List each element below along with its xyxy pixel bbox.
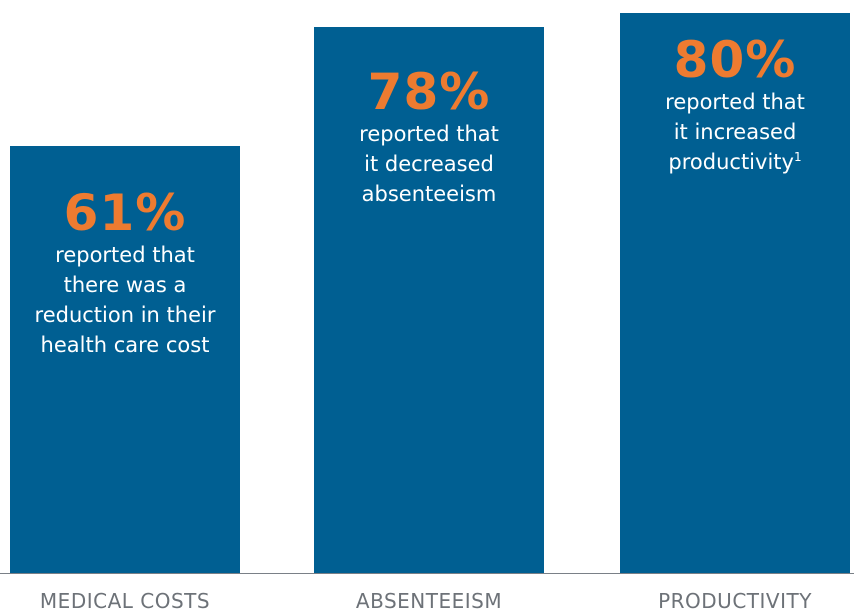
x-axis-baseline — [0, 573, 854, 574]
data-label: 80% — [673, 31, 797, 89]
bar-productivity: 80% reported that it increased productivi… — [620, 13, 850, 573]
data-label: 61% — [63, 184, 187, 242]
x-tick-label: MEDICAL COSTS — [39, 589, 211, 613]
data-label: 78% — [367, 63, 491, 121]
bar-description: reported that it increased productivity1 — [620, 87, 850, 177]
bar-annotation: 80% reported that it increased productivi… — [620, 33, 850, 177]
bar-absenteeism: 78% reported that it decreased absenteeis… — [314, 27, 544, 573]
bar-description-text: reported that it increased productivity — [665, 90, 805, 174]
x-tick-label: PRODUCTIVITY — [658, 589, 812, 613]
bar-description: reported that it decreased absenteeism — [314, 119, 544, 209]
bar-medical-costs: 61% reported that there was a reduction i… — [10, 146, 240, 573]
bar-description-text: reported that there was a reduction in t… — [34, 243, 216, 357]
footnote-mark: 1 — [793, 150, 802, 164]
bar-annotation: 78% reported that it decreased absenteeis… — [314, 65, 544, 209]
bar-annotation: 61% reported that there was a reduction i… — [10, 186, 240, 360]
bar-description-text: reported that it decreased absenteeism — [359, 122, 499, 206]
bar-description: reported that there was a reduction in t… — [10, 240, 240, 360]
x-tick-label: ABSENTEEISM — [355, 589, 503, 613]
